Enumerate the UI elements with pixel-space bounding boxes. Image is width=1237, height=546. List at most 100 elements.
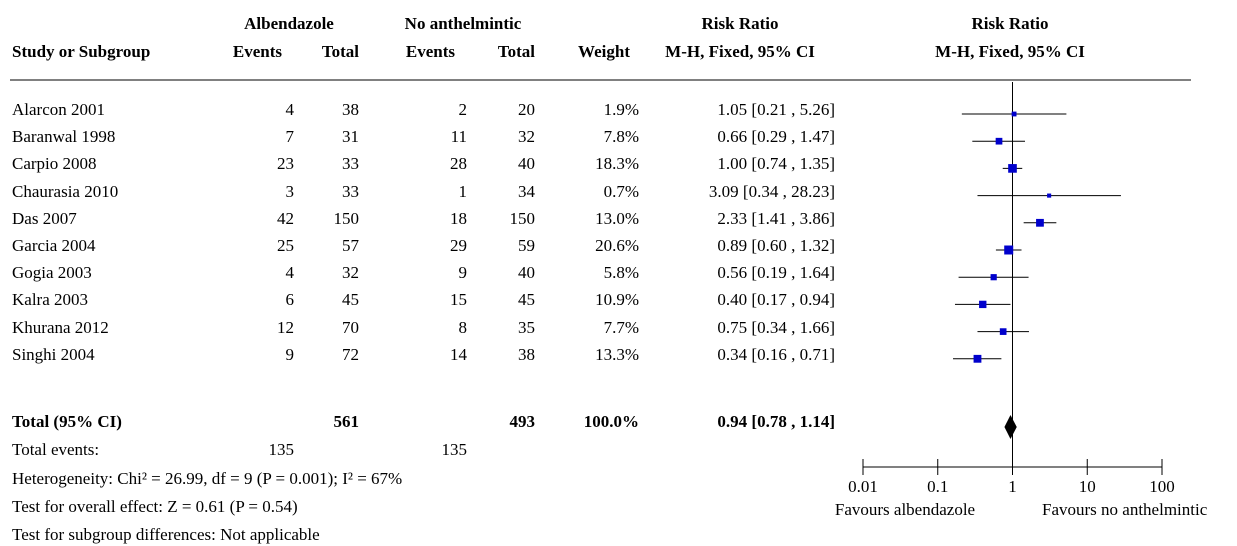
total2-cell: 20 [518,100,535,119]
point-estimate-square [999,328,1007,335]
study-column-header: Study or Subgroup [12,42,151,61]
total2-cell: 35 [518,317,535,337]
study-name: Kalra 2003 [12,290,89,310]
events2-header: Events [405,42,455,61]
heterogeneity-note: Heterogeneity: Chi² = 26.99, df = 9 (P =… [12,469,403,488]
ci-cell: 0.75 [0.34 , 1.66] [717,317,835,337]
weight-cell: 7.8% [603,127,639,147]
weight-cell: 1.9% [603,100,639,119]
plot-method-header: M-H, Fixed, 95% CI [935,42,1085,61]
total-events-label: Total events: [12,440,100,459]
point-estimate-square [979,300,987,309]
ci-cell: 1.05 [0.21 , 5.26] [717,100,835,119]
ci-cell: 0.40 [0.17 , 0.94] [717,290,835,310]
events2-cell: 29 [450,236,467,255]
total1-cell: 38 [342,100,359,119]
events1-cell: 25 [277,236,294,255]
total1-cell: 33 [342,181,359,201]
ci-cell: 1.00 [0.74 , 1.35] [717,154,835,174]
study-name: Gogia 2003 [12,263,92,283]
subgroup-note: Test for subgroup differences: Not appli… [12,525,320,544]
favours-left-label: Favours albendazole [834,500,976,519]
total-events-e2: 135 [441,440,468,459]
study-name: Das 2007 [12,208,77,228]
study-name: Baranwal 1998 [12,127,116,147]
ci-cell: 0.66 [0.29 , 1.47] [717,127,835,147]
x-tick-label: 0.01 [848,477,878,496]
rr-method-header: M-H, Fixed, 95% CI [665,42,815,61]
events1-cell: 4 [285,100,295,119]
ci-cell: 0.56 [0.19 , 1.64] [717,263,835,283]
plot-title-header: Risk Ratio [971,14,1049,33]
weight-cell: 13.3% [595,344,639,364]
x-tick-label: 10 [1079,477,1096,496]
events1-cell: 4 [285,263,295,283]
weight-cell: 20.6% [595,236,639,255]
ci-cell: 3.09 [0.34 , 28.23] [708,181,835,201]
total-label: Total (95% CI) [12,412,122,431]
total2-cell: 40 [518,154,535,174]
events2-cell: 11 [450,127,467,147]
total2-cell: 40 [518,263,535,283]
group1-header: Albendazole [244,14,334,33]
total2-cell: 38 [518,344,535,364]
rr-title-header: Risk Ratio [701,14,779,33]
study-name: Singhi 2004 [12,344,95,364]
point-estimate-square [1008,164,1017,173]
weight-cell: 13.0% [595,208,639,228]
events2-cell: 1 [458,181,468,201]
total2-cell: 32 [518,127,535,147]
events2-cell: 15 [450,290,467,310]
ci-cell: 2.33 [1.41 , 3.86] [717,208,835,228]
total2-header: Total [497,42,535,61]
weight-cell: 10.9% [595,290,639,310]
events1-header: Events [232,42,282,61]
events2-cell: 18 [450,208,467,228]
total1-cell: 150 [333,208,360,228]
total1-header: Total [321,42,359,61]
ci-cell: 0.34 [0.16 , 0.71] [717,344,835,364]
ci-cell: 0.89 [0.60 , 1.32] [717,236,835,255]
x-tick-label: 1 [1008,477,1017,496]
total2-cell: 45 [518,290,535,310]
events1-cell: 3 [285,181,295,201]
events2-cell: 2 [458,100,468,119]
total1-cell: 57 [342,236,359,255]
study-name: Alarcon 2001 [12,100,106,119]
study-name: Khurana 2012 [12,317,109,337]
point-estimate-square [1047,193,1052,198]
weight-cell: 5.8% [603,263,639,283]
study-name: Chaurasia 2010 [12,181,119,201]
pooled-diamond [1004,415,1017,439]
point-estimate-square [1004,245,1014,255]
weight-cell: 0.7% [603,181,639,201]
total1-cell: 31 [342,127,359,147]
events1-cell: 7 [285,127,295,147]
point-estimate-square [1036,218,1044,227]
point-estimate-square [1011,111,1017,117]
events1-cell: 9 [285,344,295,364]
total1-cell: 33 [342,154,359,174]
point-estimate-square [973,354,982,363]
events1-cell: 42 [277,208,294,228]
total-weight: 100.0% [583,412,639,431]
events1-cell: 6 [285,290,295,310]
weight-cell: 18.3% [595,154,639,174]
total1-cell: 45 [342,290,359,310]
total-t1: 561 [333,412,360,431]
weight-header: Weight [578,42,630,61]
weight-cell: 7.7% [603,317,639,337]
total-t2: 493 [509,412,536,431]
total-ci: 0.94 [0.78 , 1.14] [717,412,835,431]
favours-right-label: Favours no anthelmintic [1042,500,1208,519]
events1-cell: 12 [277,317,294,337]
total1-cell: 32 [342,263,359,283]
x-tick-label: 0.1 [927,477,948,496]
total1-cell: 72 [342,344,359,364]
total2-cell: 34 [518,181,535,201]
events2-cell: 14 [450,344,467,364]
overall-effect-note: Test for overall effect: Z = 0.61 (P = 0… [12,497,298,516]
x-tick-label: 100 [1149,477,1175,496]
total-events-e1: 135 [268,440,295,459]
